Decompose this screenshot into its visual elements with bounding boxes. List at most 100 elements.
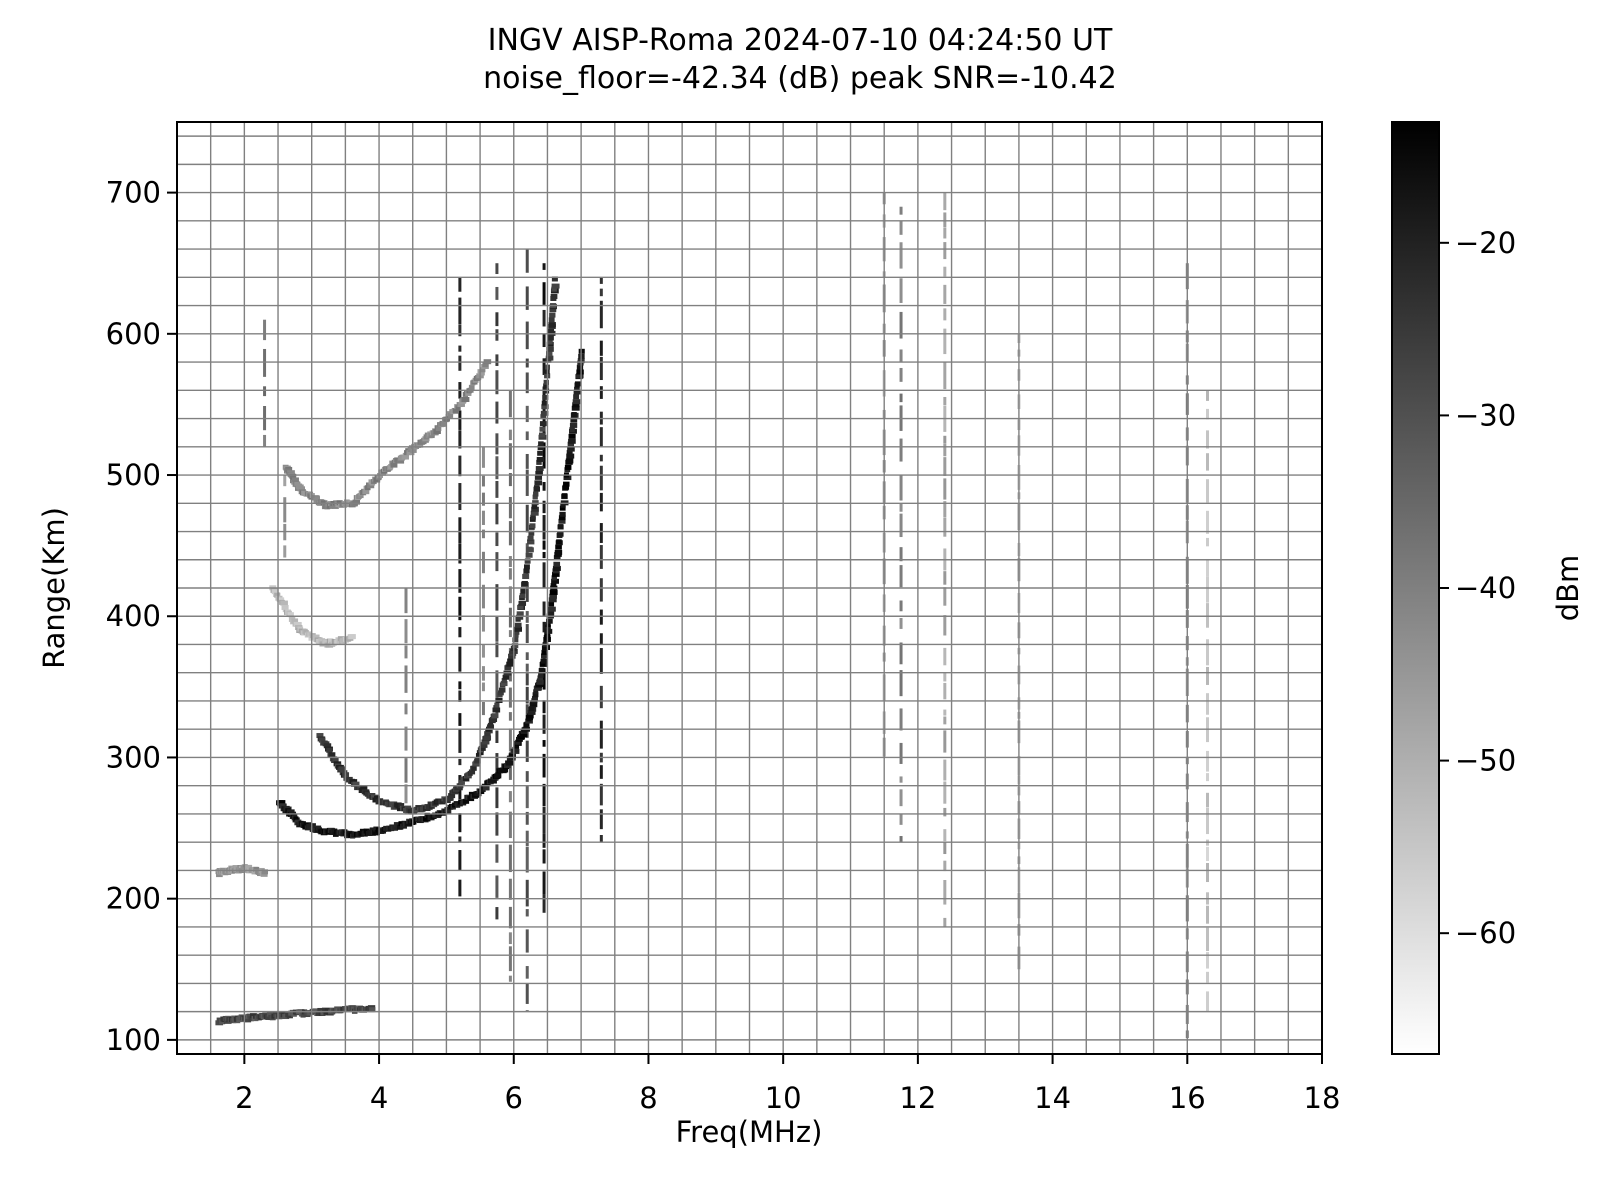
- echo-trace-point: [549, 312, 556, 318]
- echo-trace-point: [402, 452, 409, 458]
- echo-trace-point: [484, 731, 491, 737]
- echo-trace-point: [545, 622, 551, 628]
- echo-trace-point: [331, 503, 339, 509]
- echo-trace-point: [494, 702, 500, 708]
- echo-trace-point: [265, 1014, 272, 1020]
- echo-trace-point: [531, 506, 539, 512]
- echo-trace-point: [540, 410, 549, 416]
- echo-trace-point: [291, 618, 299, 624]
- echo-trace-point: [521, 580, 528, 586]
- echo-trace-point: [328, 752, 336, 758]
- echo-trace-point: [524, 564, 530, 570]
- echo-trace-point: [352, 781, 360, 787]
- echo-trace-point: [551, 283, 560, 289]
- x-tick-label: 8: [639, 1081, 657, 1115]
- echo-trace-point: [536, 678, 543, 684]
- echo-trace-point: [525, 552, 533, 558]
- colorbar: [1391, 121, 1440, 1055]
- echo-trace-point: [561, 493, 568, 499]
- echo-trace-point: [514, 622, 522, 628]
- echo-trace-point: [533, 689, 539, 695]
- echo-trace-point: [540, 658, 548, 664]
- echo-trace-point: [293, 816, 299, 822]
- echo-trace-point: [547, 610, 555, 616]
- echo-trace-point: [315, 1010, 322, 1016]
- echo-trace-point: [513, 743, 520, 749]
- echo-trace-point: [493, 705, 499, 711]
- grid-lines: [177, 122, 1322, 1054]
- echo-trace-point: [553, 561, 561, 567]
- echo-trace-point: [448, 793, 456, 799]
- echo-trace-point: [433, 428, 441, 434]
- echo-trace-point: [566, 450, 573, 456]
- echo-trace-point: [524, 721, 530, 727]
- echo-trace-point: [360, 785, 368, 791]
- echo-trace-point: [277, 597, 285, 603]
- echo-trace-point: [542, 644, 551, 650]
- echo-trace-point: [362, 489, 370, 495]
- echo-trace-point: [539, 421, 547, 427]
- echo-trace-point: [271, 589, 279, 595]
- echo-trace-point: [549, 589, 558, 595]
- x-tick-label: 12: [899, 1081, 936, 1115]
- x-tick-label: 18: [1304, 1081, 1341, 1115]
- echo-trace-point: [538, 672, 544, 678]
- echo-trace-point: [448, 412, 454, 418]
- echo-trace-point: [280, 600, 288, 606]
- echo-trace-point: [332, 757, 338, 763]
- echo-trace-point: [542, 388, 550, 394]
- echo-trace-point: [542, 394, 549, 400]
- echo-trace-point: [440, 421, 446, 427]
- x-axis-label: Freq(MHz): [676, 1115, 823, 1149]
- chart-title-line-1: INGV AISP-Roma 2024-07-10 04:24:50 UT: [488, 23, 1113, 58]
- echo-trace-point: [568, 433, 576, 439]
- echo-trace-point: [291, 477, 299, 483]
- echo-trace-point: [557, 524, 564, 530]
- echo-trace-point: [576, 369, 584, 375]
- echo-trace-point: [527, 713, 534, 719]
- y-tick-label: 600: [106, 317, 161, 351]
- echo-trace-point: [516, 614, 524, 620]
- echo-trace-point: [478, 745, 486, 751]
- echo-trace-point: [523, 568, 530, 574]
- echo-trace-point: [558, 515, 566, 521]
- chart-title-line-2: noise_floor=-42.34 (dB) peak SNR=-10.42: [483, 61, 1117, 96]
- echo-trace-point: [459, 779, 465, 785]
- echo-trace-point: [500, 681, 508, 687]
- echo-trace-point: [445, 808, 452, 814]
- y-tick-label: 700: [106, 176, 161, 210]
- echo-trace-point: [532, 692, 539, 698]
- echo-trace-point: [547, 606, 556, 612]
- x-tick-label: 6: [505, 1081, 523, 1115]
- plot-area: [177, 122, 1322, 1054]
- echo-trace-point: [548, 601, 555, 607]
- echo-trace-point: [555, 544, 562, 550]
- echo-trace-point: [482, 362, 489, 368]
- x-tick-label: 16: [1169, 1081, 1206, 1115]
- echo-trace-point: [543, 383, 549, 389]
- echo-trace-point: [487, 722, 494, 728]
- echo-trace-point: [541, 400, 548, 406]
- echo-trace-point: [505, 760, 514, 766]
- plot-frame: [176, 121, 1323, 1055]
- echo-trace-point: [531, 696, 538, 702]
- echo-trace-point: [534, 480, 543, 486]
- echo-trace-point: [475, 757, 481, 763]
- echo-trace-point: [571, 405, 580, 411]
- echo-trace-point: [462, 798, 470, 804]
- echo-trace-point: [547, 335, 554, 341]
- colorbar-label: dBm: [1551, 555, 1585, 622]
- echo-trace-point: [495, 772, 502, 778]
- echo-trace-point: [369, 1007, 376, 1013]
- echo-trace-point: [471, 765, 477, 771]
- echo-trace-point: [519, 593, 526, 599]
- echo-trace-point: [537, 445, 545, 451]
- echo-trace-point: [571, 412, 577, 418]
- echo-trace-point: [513, 629, 520, 635]
- echo-trace-point: [357, 493, 364, 499]
- colorbar-tick-label: −20: [1455, 226, 1516, 260]
- x-axis-ticks: 2 4 6 8 10 12 14 16 18: [235, 1054, 1340, 1115]
- echo-trace-point: [316, 733, 324, 739]
- echo-trace-point: [468, 769, 476, 775]
- echo-trace-point: [530, 510, 539, 516]
